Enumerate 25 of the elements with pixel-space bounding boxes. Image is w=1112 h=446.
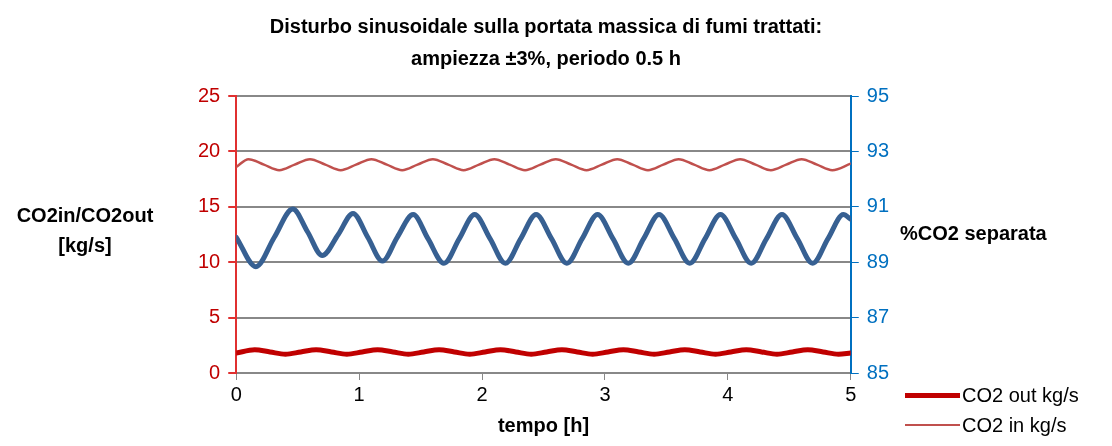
x-tick-label: 1 [353, 382, 365, 405]
y2-axis-title: %CO2 separata [900, 221, 1048, 246]
y-tick-label: 10 [198, 249, 221, 272]
y-axis-title: CO2in/CO2out [kg/s] [15, 203, 155, 258]
y-tick-label: 5 [209, 305, 221, 328]
y2-tick-label: 95 [866, 83, 889, 106]
legend-label: CO2 out kg/s [962, 383, 1079, 407]
y2-tick-label: 87 [866, 305, 889, 328]
line-series [236, 157, 851, 172]
y-tick-label: 0 [209, 360, 221, 383]
y2-tick-label: 93 [866, 138, 889, 161]
x-tick-label: 4 [722, 382, 734, 405]
y2-tick-label: 85 [866, 360, 889, 383]
y2-tick-label: 91 [866, 194, 889, 217]
x-tick-label: 5 [845, 382, 857, 405]
x-tick-label: 3 [599, 382, 611, 405]
y-tick-label: 25 [198, 83, 221, 106]
x-axis-title: tempo [h] [497, 413, 590, 436]
y-tick-label: 15 [198, 194, 221, 217]
y2-tick-label: 89 [866, 249, 889, 272]
chart-title: Disturbo sinusoidale sulla portata massica di fumi trattati: ampiezza ±3%, periodo 0.5 h [268, 14, 824, 71]
x-tick-label: 2 [476, 382, 488, 405]
x-tick-label: 0 [230, 382, 242, 405]
legend-label: CO2 in kg/s [962, 413, 1067, 437]
y-tick-label: 20 [198, 138, 221, 161]
